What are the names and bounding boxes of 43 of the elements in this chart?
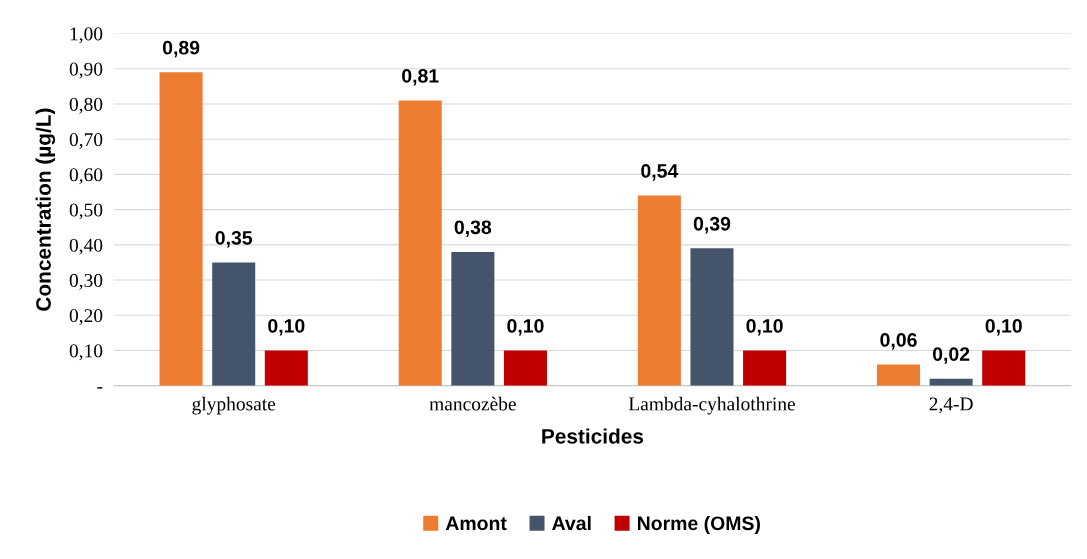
- bar: [637, 195, 681, 386]
- legend-label: Norme (OMS): [637, 515, 760, 535]
- data-label: 0,10: [507, 318, 544, 336]
- data-label: 0,54: [641, 164, 679, 181]
- y-tick-label: 0,80: [69, 97, 103, 114]
- y-tick-label: -: [97, 387, 103, 389]
- y-tick-label: 0,40: [69, 238, 103, 255]
- data-label: 0,81: [402, 68, 439, 86]
- x-axis-title: Pesticides: [542, 428, 644, 444]
- data-label: 0,39: [693, 216, 731, 234]
- y-tick-label: 1,00: [70, 27, 103, 44]
- x-tick-label: glyphosate: [192, 396, 276, 415]
- data-label: 0,10: [746, 318, 783, 336]
- legend-label: Amont: [445, 516, 507, 531]
- y-tick-label: 0,60: [69, 168, 103, 185]
- bar: [212, 262, 256, 386]
- bar: [451, 251, 495, 386]
- data-label: 0,38: [454, 220, 492, 237]
- x-tick-label: mancozèbe: [429, 396, 516, 411]
- data-label: 0,02: [932, 347, 970, 364]
- y-tick-label: 0,50: [69, 203, 103, 220]
- bar: [159, 72, 203, 386]
- data-label: 0,35: [215, 230, 253, 248]
- bar: [876, 364, 921, 386]
- data-label: 0,10: [985, 318, 1022, 336]
- bar: [398, 100, 442, 386]
- y-axis-title: Concentration (µg/L): [35, 108, 56, 311]
- bar: [264, 350, 308, 386]
- y-tick-label: 0,90: [69, 62, 103, 79]
- data-label: 0,10: [268, 318, 305, 336]
- y-tick-label: 0,70: [69, 133, 103, 149]
- bar: [743, 350, 787, 386]
- y-tick-label: 0,30: [69, 273, 103, 290]
- data-label: 0,06: [880, 333, 917, 350]
- data-label: 0,89: [162, 40, 200, 58]
- x-tick-label: 2,4-D: [929, 397, 973, 414]
- bar: [503, 350, 547, 386]
- legend-label: Aval: [552, 515, 591, 531]
- x-tick-label: Lambda-cyhalothrine: [628, 396, 795, 415]
- y-tick-label: 0,20: [69, 309, 103, 326]
- bar: [982, 350, 1026, 386]
- y-tick-label: 0,10: [69, 344, 103, 361]
- bar: [690, 248, 734, 386]
